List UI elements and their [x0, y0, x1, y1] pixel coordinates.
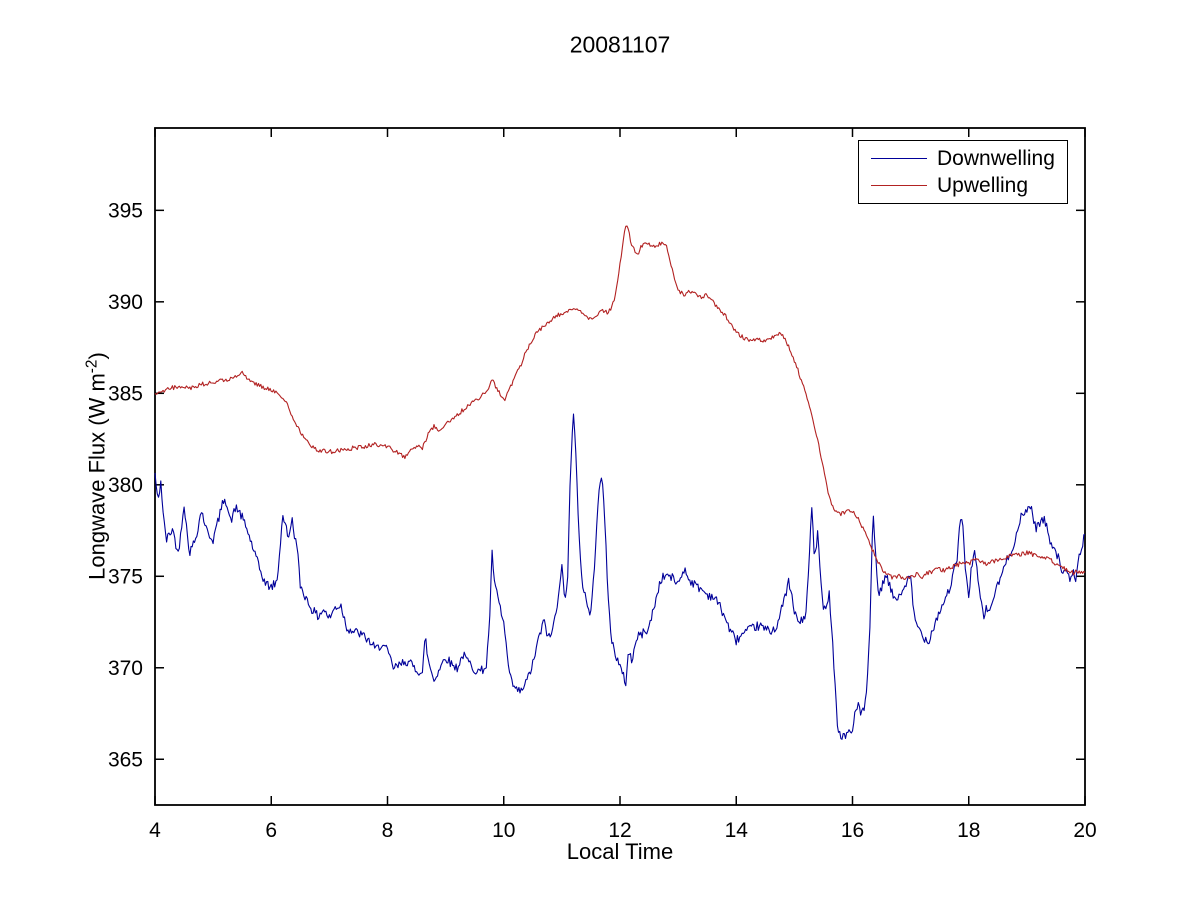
legend-entry-upwelling: Upwelling	[859, 173, 1067, 199]
legend-line-upwelling	[871, 185, 927, 186]
legend: Downwelling Upwelling	[858, 140, 1068, 204]
legend-label-upwelling: Upwelling	[937, 173, 1029, 197]
series-downwelling-line	[154, 413, 1086, 740]
y-tick-label: 385	[108, 382, 143, 405]
x-tick-label: 8	[382, 819, 394, 842]
x-tick-label: 18	[957, 819, 980, 842]
y-axis-label-main: Longwave Flux (W m	[84, 373, 110, 580]
y-axis-label-exponent: -2	[83, 359, 101, 374]
x-tick-label: 14	[725, 819, 749, 842]
y-tick-label: 395	[108, 199, 143, 222]
series-upwelling-line	[154, 225, 1086, 581]
x-tick-label: 16	[841, 819, 864, 842]
chart-title: 20081107	[569, 31, 671, 58]
legend-label-downwelling: Downwelling	[937, 146, 1055, 170]
y-tick-label: 365	[108, 748, 143, 771]
legend-line-downwelling	[871, 158, 927, 159]
x-tick-label: 4	[149, 819, 161, 842]
x-axis-label: Local Time	[566, 839, 674, 864]
y-tick-label: 375	[108, 565, 143, 588]
x-tick-label: 20	[1073, 819, 1096, 842]
x-tick-label: 6	[265, 819, 277, 842]
x-tick-label: 10	[492, 819, 515, 842]
plot-box	[154, 127, 1086, 806]
y-axis-label: Longwave Flux (W m-2)	[83, 352, 110, 580]
y-axis-label-close: )	[84, 352, 110, 360]
legend-entry-downwelling: Downwelling	[859, 146, 1067, 172]
y-tick-label: 390	[108, 291, 143, 314]
x-tick-label: 12	[608, 819, 631, 842]
y-tick-label: 380	[108, 474, 143, 497]
y-tick-label: 370	[108, 657, 143, 680]
